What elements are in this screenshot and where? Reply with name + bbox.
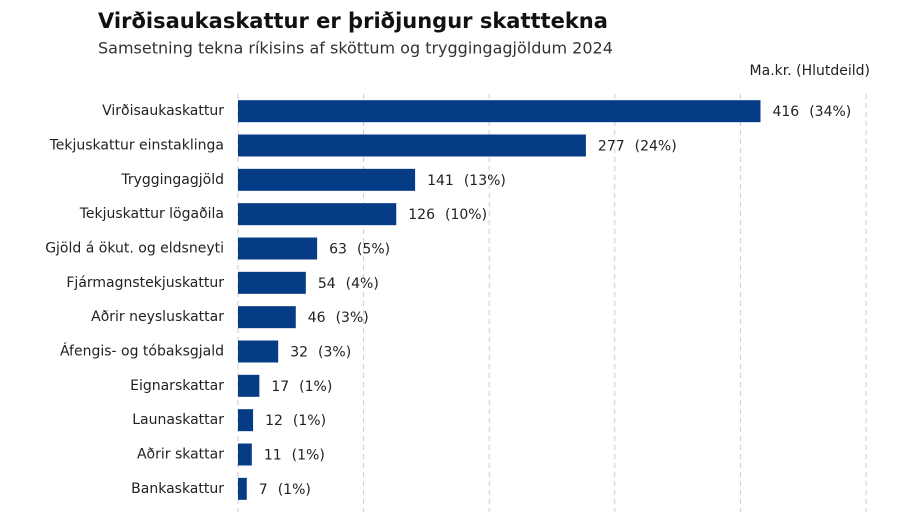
share-label: (24%) [635, 139, 677, 155]
share-label: (1%) [278, 482, 311, 498]
y-tick-label: Eignarskattar [130, 378, 224, 394]
value-label: 11 [264, 448, 282, 464]
bar [238, 374, 260, 397]
bar [238, 203, 397, 226]
y-tick-label: Launaskattar [132, 412, 224, 428]
share-label: (13%) [464, 173, 506, 189]
bar [238, 340, 279, 363]
value-label: 12 [265, 413, 283, 429]
share-label: (1%) [299, 379, 332, 395]
bar [238, 134, 586, 157]
value-label: 277 [598, 139, 625, 155]
value-label: 54 [318, 276, 336, 292]
y-tick-label: Gjöld á ökut. og eldsneyti [45, 241, 224, 257]
value-label: 46 [308, 310, 326, 326]
bar [238, 477, 247, 500]
value-label: 7 [259, 482, 268, 498]
bar [238, 443, 252, 466]
value-label: 141 [427, 173, 454, 189]
value-label: 416 [772, 104, 799, 120]
share-label: (3%) [336, 310, 369, 326]
value-label: 32 [290, 345, 308, 361]
share-label: (1%) [292, 448, 325, 464]
share-label: (34%) [809, 104, 851, 120]
value-label: 17 [271, 379, 289, 395]
share-label: (1%) [293, 413, 326, 429]
share-label: (5%) [357, 242, 390, 258]
bar [238, 409, 254, 432]
y-tick-label: Aðrir skattar [137, 447, 224, 463]
chart-subtitle: Samsetning tekna ríkisins af sköttum og … [98, 39, 613, 58]
value-label: 63 [329, 242, 347, 258]
y-tick-label: Fjármagnstekjuskattur [66, 275, 224, 291]
share-label: (3%) [318, 345, 351, 361]
y-tick-label: Aðrir neysluskattar [91, 309, 224, 325]
bar [238, 306, 296, 329]
y-tick-label: Tryggingagjöld [120, 172, 224, 188]
share-label: (4%) [346, 276, 379, 292]
share-label: (10%) [445, 207, 487, 223]
y-tick-label: Bankaskattur [131, 481, 224, 497]
y-tick-label: Virðisaukaskattur [102, 103, 224, 119]
bar [238, 237, 318, 260]
unit-label: Ma.kr. (Hlutdeild) [750, 63, 870, 79]
y-tick-label: Tekjuskattur einstaklinga [49, 138, 224, 154]
y-tick-label: Tekjuskattur lögaðila [79, 206, 224, 222]
bar [238, 168, 416, 191]
chart-title: Virðisaukaskattur er þriðjungur skatttek… [98, 9, 608, 33]
bar [238, 100, 761, 123]
value-label: 126 [408, 207, 435, 223]
y-tick-label: Áfengis- og tóbaksgjald [60, 343, 224, 360]
bar [238, 271, 306, 294]
